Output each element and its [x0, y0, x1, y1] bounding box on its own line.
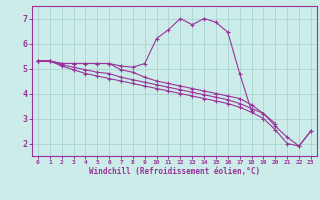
X-axis label: Windchill (Refroidissement éolien,°C): Windchill (Refroidissement éolien,°C)	[89, 167, 260, 176]
